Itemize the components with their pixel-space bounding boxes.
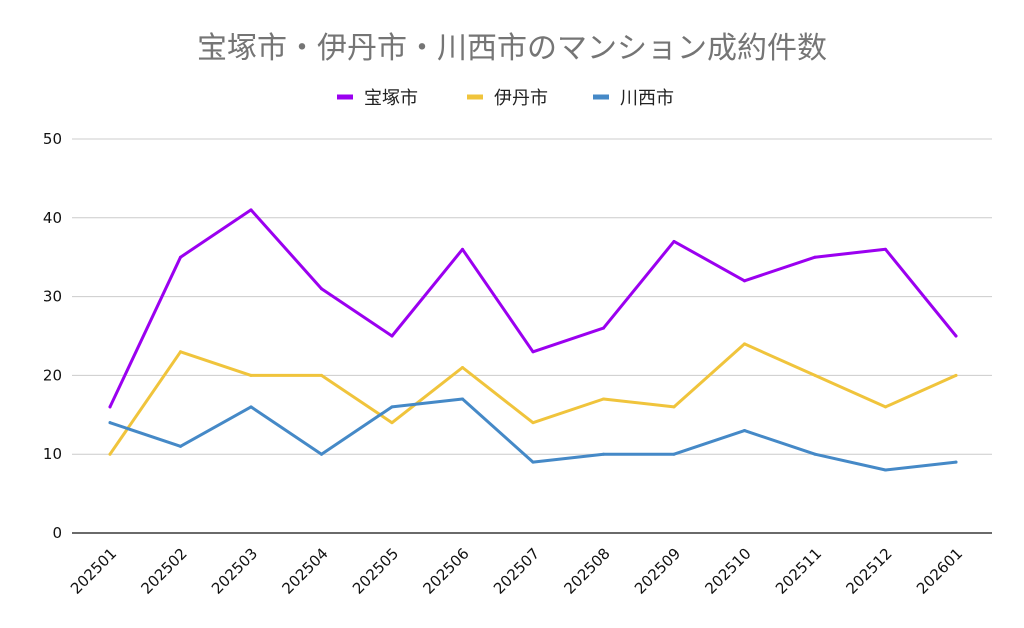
y-tick-label: 10 xyxy=(43,445,62,463)
data-point xyxy=(320,287,323,291)
data-point xyxy=(108,405,112,409)
data-point xyxy=(531,350,535,354)
data-point xyxy=(954,373,958,377)
data-point xyxy=(320,373,323,377)
data-point xyxy=(813,452,817,456)
legend-label: 伊丹市 xyxy=(494,88,548,109)
y-axis-ticks: 0 10 20 30 40 50 xyxy=(43,130,62,542)
x-tick-label: 202506 xyxy=(420,545,473,598)
series-2 xyxy=(108,342,958,456)
series-layer xyxy=(108,208,958,472)
data-point xyxy=(320,452,323,456)
legend: 宝塚市 伊丹市 川西市 xyxy=(337,88,674,109)
data-point xyxy=(461,247,464,251)
x-tick-label: 202502 xyxy=(138,545,191,598)
data-point xyxy=(249,208,253,212)
data-point xyxy=(249,405,253,409)
data-point xyxy=(954,334,958,338)
x-tick-label: 202512 xyxy=(843,545,896,598)
data-point xyxy=(672,405,676,409)
data-point xyxy=(672,239,676,243)
data-point xyxy=(743,279,746,283)
x-tick-label: 202511 xyxy=(772,545,825,598)
y-tick-label: 20 xyxy=(43,366,62,384)
data-point xyxy=(743,342,746,346)
x-tick-label: 202508 xyxy=(561,545,614,598)
data-point xyxy=(461,397,464,401)
data-point xyxy=(179,350,182,354)
x-tick-label: 202504 xyxy=(279,545,332,598)
data-point xyxy=(884,405,887,409)
x-tick-label: 202507 xyxy=(490,545,543,598)
grid-lines xyxy=(72,138,992,455)
data-point xyxy=(531,460,535,464)
data-point xyxy=(108,421,112,425)
series-1 xyxy=(108,208,958,409)
x-tick-label: 202509 xyxy=(631,545,684,598)
data-point xyxy=(179,255,182,259)
y-tick-label: 0 xyxy=(52,524,62,542)
y-tick-label: 40 xyxy=(43,209,62,227)
data-point xyxy=(672,452,676,456)
data-point xyxy=(602,326,605,330)
x-tick-label: 202505 xyxy=(349,545,402,598)
data-point xyxy=(602,452,605,456)
data-point xyxy=(813,373,817,377)
x-tick-label: 202601 xyxy=(913,545,966,598)
chart-title: 宝塚市・伊丹市・川西市のマンション成約件数 xyxy=(197,31,827,66)
data-point xyxy=(461,366,464,370)
legend-label: 川西市 xyxy=(620,88,674,109)
data-point xyxy=(954,460,958,464)
data-point xyxy=(813,255,817,259)
series-line-3 xyxy=(108,397,958,472)
x-tick-label: 202503 xyxy=(208,545,261,598)
x-tick-label: 202510 xyxy=(702,545,755,598)
data-point xyxy=(179,444,182,448)
data-point xyxy=(249,373,253,377)
series-line-1 xyxy=(108,208,958,409)
data-point xyxy=(884,247,887,251)
x-tick-label: 202501 xyxy=(67,545,120,598)
series-3 xyxy=(108,397,958,472)
data-point xyxy=(390,405,394,409)
legend-label: 宝塚市 xyxy=(364,88,418,109)
data-point xyxy=(390,334,394,338)
data-point xyxy=(108,452,112,456)
data-point xyxy=(884,468,887,472)
data-point xyxy=(602,397,605,401)
data-point xyxy=(743,429,746,433)
y-tick-label: 50 xyxy=(43,130,62,148)
data-point xyxy=(531,421,535,425)
data-point xyxy=(390,421,394,425)
y-tick-label: 30 xyxy=(43,288,62,306)
series-line-2 xyxy=(108,342,958,456)
x-axis-ticks: 202501 202502 202503 202504 202505 202506 2025… xyxy=(67,545,966,598)
